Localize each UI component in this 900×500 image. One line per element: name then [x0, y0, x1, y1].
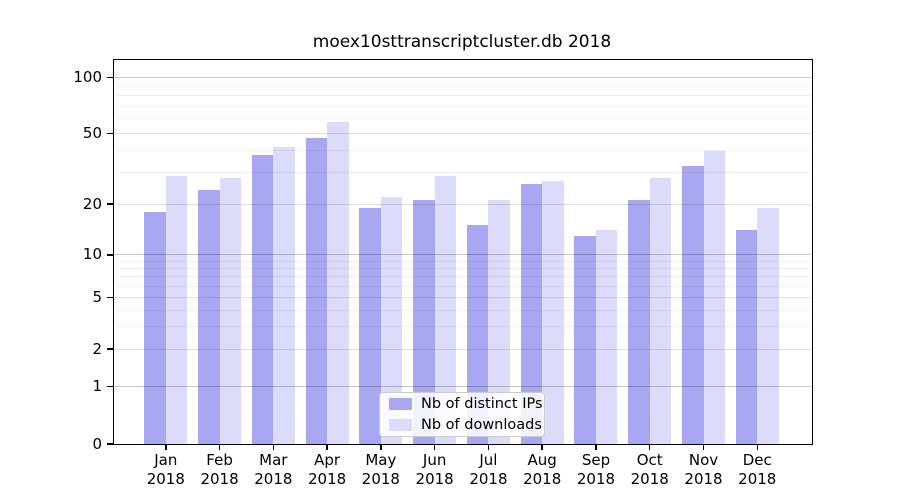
x-tick-mark: [272, 444, 275, 450]
legend-item-downloads: Nb of downloads: [389, 417, 542, 433]
bar-downloads-feb: [219, 178, 242, 444]
y-tick-label: 100: [73, 68, 102, 87]
bar-distinct-ips-aug: [520, 184, 543, 444]
x-label-month: Jan: [154, 451, 178, 469]
x-label-year: 2018: [200, 470, 239, 488]
x-tick-label: May 2018: [349, 451, 413, 489]
x-label-month: Oct: [636, 451, 663, 469]
plot-area: Nb of distinct IPs Nb of downloads 0 1 2 5 1…: [73, 59, 813, 488]
x-label-month: Apr: [314, 451, 341, 469]
bar-downloads-oct: [649, 178, 672, 444]
bars-layer: [114, 60, 812, 444]
bar-distinct-ips-jan: [144, 211, 166, 444]
x-tick-label: Nov 2018: [672, 451, 736, 489]
y-tick-label: 2: [92, 339, 102, 358]
x-label-month: Jul: [479, 451, 498, 469]
bar-downloads-aug: [542, 181, 564, 444]
y-tick-label: 20: [82, 194, 102, 213]
x-label-month: May: [365, 451, 397, 469]
bar-downloads-may: [380, 196, 403, 444]
x-label-year: 2018: [415, 470, 454, 488]
bar-downloads-jun: [434, 175, 457, 444]
bar-downloads-apr: [327, 121, 349, 444]
bar-downloads-sep: [595, 230, 618, 444]
x-label-month: Jun: [422, 451, 447, 469]
x-label-year: 2018: [361, 470, 400, 488]
x-tick-label: Jan 2018: [134, 451, 198, 489]
x-tick-mark: [541, 444, 543, 450]
y-tick-label: 5: [92, 288, 102, 307]
bar-distinct-ips-nov: [682, 165, 704, 444]
x-tick-mark: [756, 444, 759, 450]
x-label-year: 2018: [254, 470, 293, 488]
x-label-month: Mar: [259, 451, 288, 469]
x-tick-label: Aug 2018: [510, 451, 574, 489]
x-label-year: 2018: [523, 470, 562, 488]
x-tick-mark: [218, 444, 221, 450]
legend-swatch-downloads: [389, 419, 412, 431]
x-label-month: Aug: [527, 451, 557, 469]
y-tick-mark: [107, 254, 113, 256]
bar-distinct-ips-dec: [735, 230, 758, 444]
bar-distinct-ips-sep: [574, 235, 596, 444]
y-tick-label: 50: [82, 124, 102, 143]
bar-distinct-ips-feb: [198, 190, 220, 444]
y-tick-mark: [107, 443, 113, 445]
y-tick-mark: [107, 76, 113, 79]
y-tick-mark: [107, 348, 113, 350]
bar-distinct-ips-oct: [628, 200, 650, 444]
chart-title: moex10sttranscriptcluster.db 2018: [312, 32, 612, 52]
legend: Nb of distinct IPs Nb of downloads: [379, 392, 545, 437]
legend-label-downloads: Nb of downloads: [421, 417, 542, 433]
y-tick-label: 10: [82, 245, 102, 264]
bar-distinct-ips-jun: [413, 200, 435, 444]
x-label-year: 2018: [469, 470, 508, 488]
x-tick-label: Feb 2018: [188, 451, 252, 489]
x-tick-mark: [702, 444, 705, 450]
bar-downloads-dec: [757, 207, 779, 444]
x-label-year: 2018: [684, 470, 723, 488]
bar-downloads-jan: [165, 175, 188, 444]
x-label-month: Feb: [206, 451, 233, 469]
x-tick-label: Jul 2018: [456, 451, 520, 489]
x-tick-label: Mar 2018: [241, 451, 305, 489]
x-tick-label: Oct 2018: [618, 451, 682, 489]
x-tick-mark: [165, 444, 167, 450]
y-tick-label: 1: [92, 376, 102, 395]
y-tick-mark: [107, 296, 113, 299]
bar-distinct-ips-apr: [305, 138, 328, 444]
x-label-year: 2018: [738, 470, 777, 488]
y-tick-mark: [107, 203, 113, 205]
x-label-month: Sep: [581, 451, 611, 469]
x-tick-label: Jun 2018: [403, 451, 467, 489]
bar-downloads-jul: [488, 200, 510, 444]
bar-distinct-ips-mar: [251, 154, 274, 444]
bar-distinct-ips-may: [359, 207, 381, 444]
x-label-month: Nov: [688, 451, 719, 469]
y-tick-label: 0: [92, 434, 102, 453]
x-tick-label: Apr 2018: [295, 451, 359, 489]
x-tick-mark: [326, 444, 328, 450]
x-label-year: 2018: [146, 470, 185, 488]
legend-label-distinct-ips: Nb of distinct IPs: [421, 396, 543, 412]
x-tick-mark: [648, 444, 651, 450]
y-tick-mark: [107, 385, 113, 388]
legend-item-distinct-ips: Nb of distinct IPs: [389, 396, 543, 412]
x-tick-mark: [595, 444, 597, 450]
bar-distinct-ips-jul: [466, 225, 489, 444]
x-tick-label: Dec 2018: [725, 451, 789, 489]
y-tick-mark: [107, 132, 113, 135]
legend-swatch-distinct-ips: [389, 398, 412, 410]
x-tick-mark: [433, 444, 436, 450]
bar-downloads-mar: [273, 147, 295, 444]
x-tick-label: Sep 2018: [564, 451, 628, 489]
x-label-year: 2018: [630, 470, 669, 488]
x-label-year: 2018: [308, 470, 347, 488]
x-tick-mark: [380, 444, 382, 450]
bar-downloads-nov: [703, 150, 725, 444]
x-tick-mark: [487, 444, 490, 450]
x-label-year: 2018: [576, 470, 616, 488]
x-label-month: Dec: [742, 451, 772, 469]
